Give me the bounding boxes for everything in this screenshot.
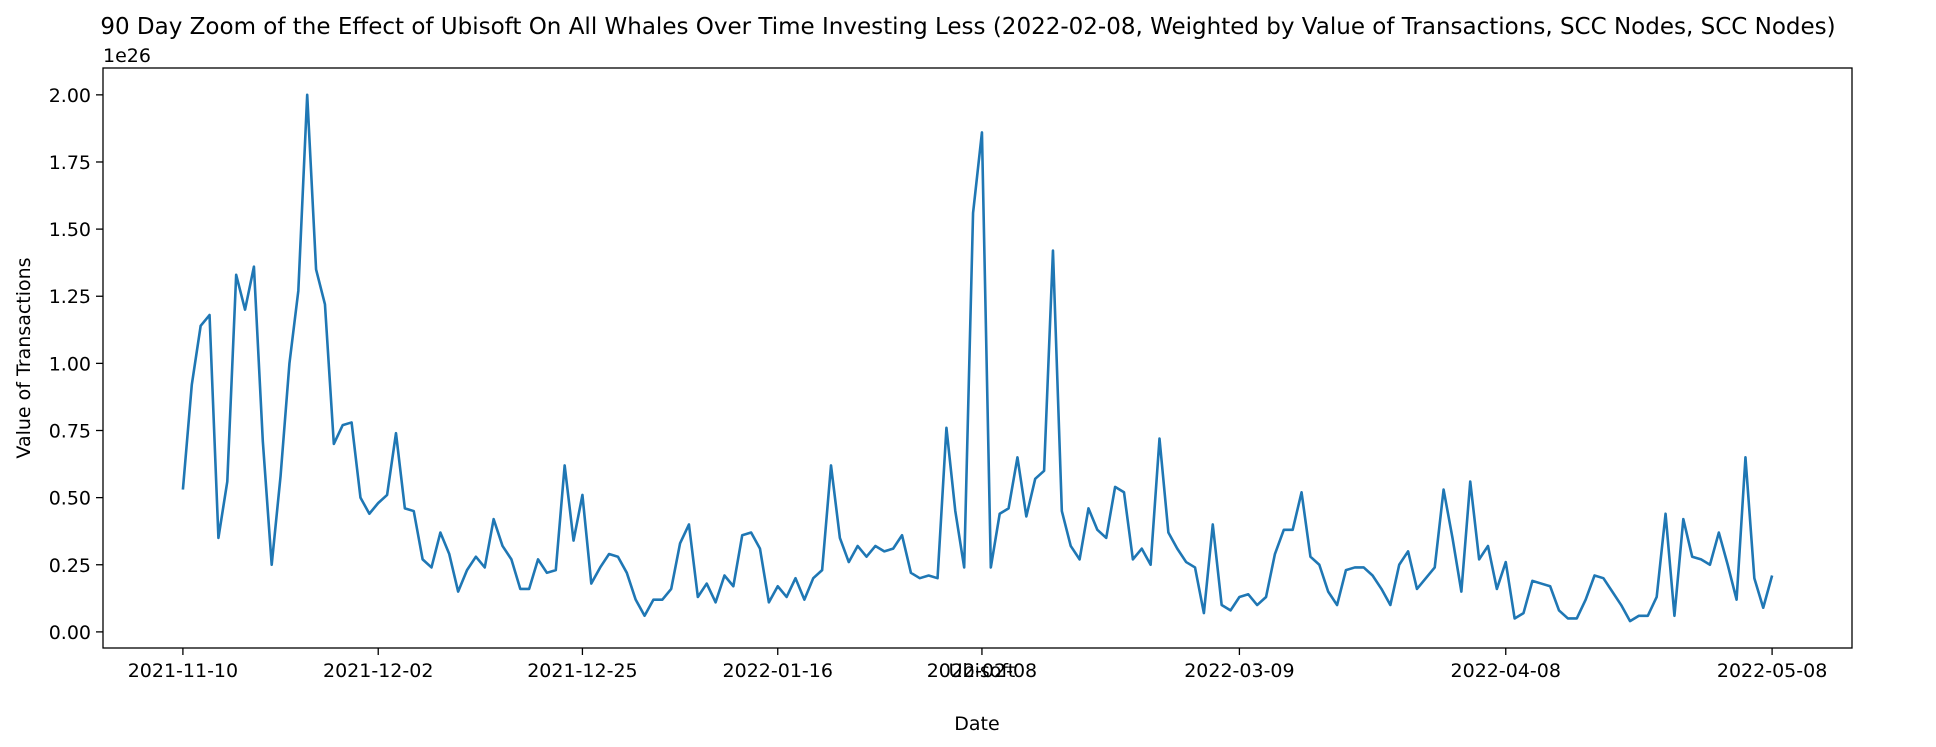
x-tick-label-6: 2022-04-08 (1451, 660, 1561, 682)
x-tick-label-4: 2022-02-08 (927, 660, 1037, 682)
x-tick-label-3: 2022-01-16 (723, 660, 833, 682)
y-tick-label-2: 0.50 (49, 488, 91, 510)
x-tick-label-1: 2021-12-02 (323, 660, 433, 682)
x-tick-label-2: 2021-12-25 (527, 660, 637, 682)
y-tick-label-6: 1.50 (49, 219, 91, 241)
y-tick-label-5: 1.25 (49, 286, 91, 308)
y-tick-label-3: 0.75 (49, 421, 91, 443)
x-axis-label: Date (954, 713, 999, 735)
plot-area (102, 67, 1853, 649)
y-tick-label-8: 2.00 (49, 85, 91, 107)
series-line-0 (181, 93, 1774, 623)
y-axis: 0.00 0.25 0.50 0.75 1.00 1.25 1.50 1.75 2.00 (49, 85, 103, 644)
x-tick-label-5: 2022-03-09 (1184, 660, 1294, 682)
chart-title: 90 Day Zoom of the Effect of Ubisoft On … (100, 14, 1835, 40)
x-tick-label-7: 2022-05-08 (1717, 660, 1827, 682)
series-layer (181, 93, 1774, 623)
x-axis: 2021-11-10 2021-12-02 2021-12-25 2022-01-16… (128, 648, 1827, 682)
x-tick-label-0: 2021-11-10 (128, 660, 238, 682)
y-tick-label-1: 0.25 (49, 555, 91, 577)
plot-frame (102, 67, 1853, 649)
event-marker-label: Ubisoft (949, 660, 1016, 682)
y-tick-label-0: 0.00 (49, 622, 91, 644)
y-tick-label-4: 1.00 (49, 353, 91, 375)
y-tick-label-7: 1.75 (49, 152, 91, 174)
y-axis-label: Value of Transactions (13, 257, 35, 458)
y-offset-label: 1e26 (103, 45, 151, 67)
